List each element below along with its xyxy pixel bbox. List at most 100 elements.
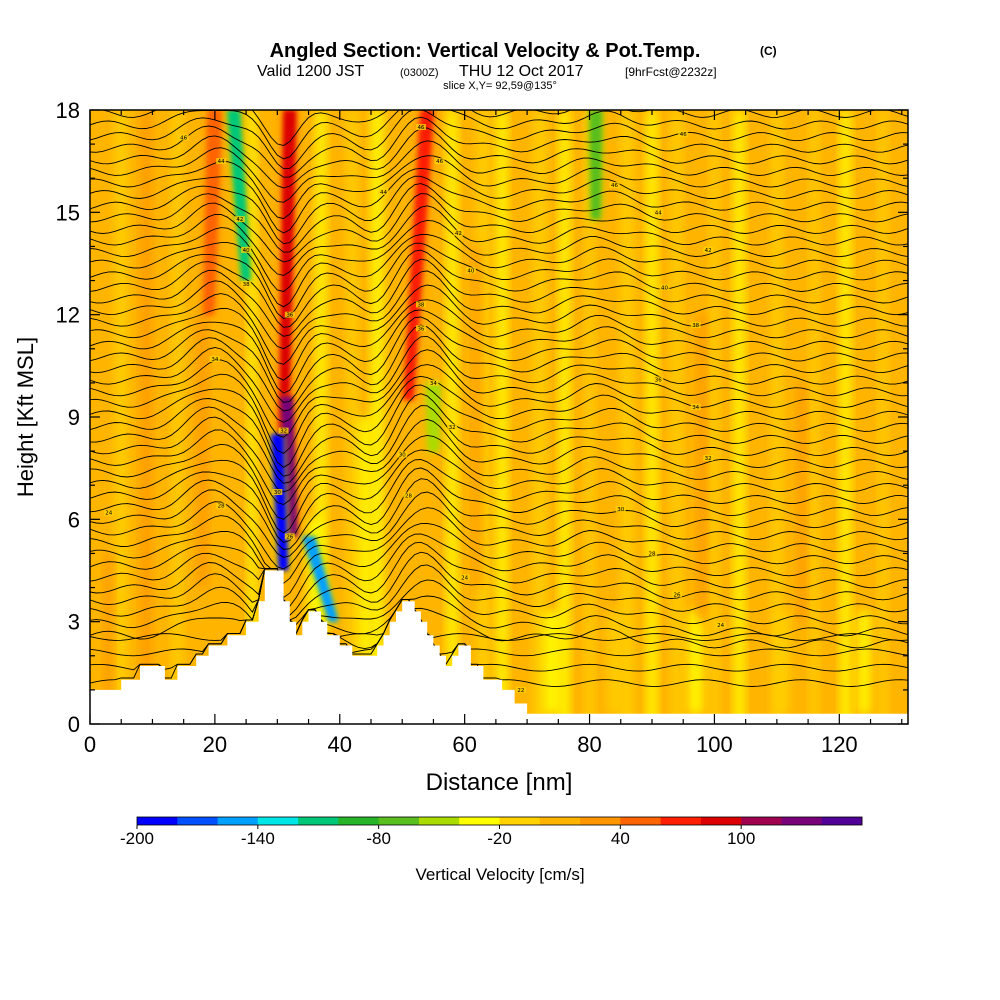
isentrope xyxy=(90,384,908,477)
isentrope xyxy=(90,299,908,381)
isentrope-label: 42 xyxy=(455,231,462,237)
field-streak xyxy=(697,314,706,622)
y-tick-label: 18 xyxy=(56,98,80,123)
x-tick-label: 40 xyxy=(328,732,352,757)
isentrope-label: 34 xyxy=(211,357,218,363)
isentrope-label: 30 xyxy=(617,507,624,513)
isentrope-label-bg xyxy=(415,124,426,131)
isentrope xyxy=(90,375,908,468)
isentrope-label-bg xyxy=(103,509,114,516)
slice-info: slice X,Y= 92,59@135° xyxy=(443,80,557,92)
field-streak xyxy=(358,417,371,656)
isentrope-label: 44 xyxy=(218,159,225,165)
isentrope xyxy=(90,568,908,641)
isentrope-label-bg xyxy=(216,158,227,165)
valid-prefix: Valid 1200 JST xyxy=(257,63,365,80)
isentrope xyxy=(90,270,908,350)
isentrope-label: 40 xyxy=(661,285,668,291)
isentrope-label: 32 xyxy=(449,425,456,431)
updraft-band xyxy=(403,110,434,400)
downdraft-band xyxy=(589,110,603,220)
axis-ticks xyxy=(89,109,908,725)
colorbar-swatch xyxy=(459,817,500,825)
isentrope xyxy=(90,467,908,550)
x-tick-label: 60 xyxy=(452,732,476,757)
isentrope xyxy=(90,491,908,570)
terrain-mask xyxy=(90,570,908,724)
colorbar-swatch xyxy=(418,817,460,825)
isentrope xyxy=(90,183,908,253)
isentrope xyxy=(90,205,908,276)
velocity-field xyxy=(104,110,888,724)
isentrope-label-bg xyxy=(646,550,657,557)
field-streak xyxy=(197,314,208,588)
isentrope-label-bg xyxy=(434,158,445,165)
field-streak xyxy=(473,246,482,588)
isentrope-lines xyxy=(90,110,908,687)
isentrope-label: 30 xyxy=(399,453,406,459)
field-streak xyxy=(585,110,594,724)
field-streak xyxy=(621,110,634,724)
isentrope xyxy=(90,309,908,394)
isentrope xyxy=(90,175,908,245)
colorbar-swatch xyxy=(257,817,299,825)
isentrope xyxy=(90,316,908,403)
isentrope-label: 36 xyxy=(655,377,662,383)
isentrope xyxy=(90,434,908,520)
forecast-info: [9hrFcst@2232z] xyxy=(625,65,717,79)
isentrope-label-bg xyxy=(715,622,726,629)
isentrope xyxy=(90,449,908,534)
field-streak xyxy=(710,110,719,724)
field-streak xyxy=(688,611,703,714)
isentrope-label-bg xyxy=(690,321,701,328)
isentrope xyxy=(90,393,908,484)
isentrope xyxy=(90,324,908,412)
colorbar-swatch xyxy=(217,817,259,825)
isentrope-label-bg xyxy=(703,454,714,461)
colorbar-swatch xyxy=(781,817,823,825)
isentrope-label: 46 xyxy=(180,135,187,141)
isentrope xyxy=(90,349,908,438)
isentrope-label: 46 xyxy=(611,183,618,189)
isentrope-label: 42 xyxy=(705,248,712,254)
isentrope-label-bg xyxy=(690,403,701,410)
isentrope-label-bg xyxy=(216,502,227,509)
colorbar-tick-labels: -200 -140 -80 -20 40 100 xyxy=(120,825,755,848)
isentrope-label-bg xyxy=(278,427,289,434)
colorbar-swatch xyxy=(821,817,863,825)
colorbar-tick-label: 100 xyxy=(727,829,755,848)
isentrope-label-bg xyxy=(241,246,252,253)
isentrope-label-bg xyxy=(515,686,526,693)
downdraft-band xyxy=(270,434,289,571)
isentrope-label: 32 xyxy=(280,429,287,435)
field-streak xyxy=(858,611,871,714)
isentrope xyxy=(90,258,908,337)
field-streak xyxy=(734,110,745,724)
field-streak xyxy=(646,110,657,724)
isentrope-label-bg xyxy=(465,267,476,274)
field-streak xyxy=(559,110,570,724)
colorbar-tick-label: -80 xyxy=(366,829,391,848)
isentrope-label-bg xyxy=(459,574,470,581)
field-streak xyxy=(533,110,546,724)
isentrope xyxy=(90,459,908,543)
isentrope-label: 36 xyxy=(417,326,424,332)
isentrope-label: 38 xyxy=(417,302,424,308)
isentrope-label: 24 xyxy=(461,575,468,581)
field-streak xyxy=(879,110,888,724)
isentrope xyxy=(90,155,908,220)
isentrope-label-bg xyxy=(241,280,252,287)
colorbar-swatch xyxy=(741,817,782,825)
isentrope-label-bg xyxy=(653,209,664,216)
isentrope xyxy=(90,478,908,558)
downdraft-band xyxy=(427,382,440,452)
x-tick-label: 20 xyxy=(203,732,227,757)
field-streak xyxy=(347,110,358,724)
isentrope-label-bg xyxy=(234,216,245,223)
colorbar-tick-label: -140 xyxy=(241,829,275,848)
x-tick-label: 100 xyxy=(696,732,733,757)
colorbar-swatch xyxy=(700,817,742,825)
isentrope-label: 28 xyxy=(405,493,412,499)
y-tick-label: 15 xyxy=(56,200,80,225)
valid-zulu: (0300Z) xyxy=(400,67,439,79)
